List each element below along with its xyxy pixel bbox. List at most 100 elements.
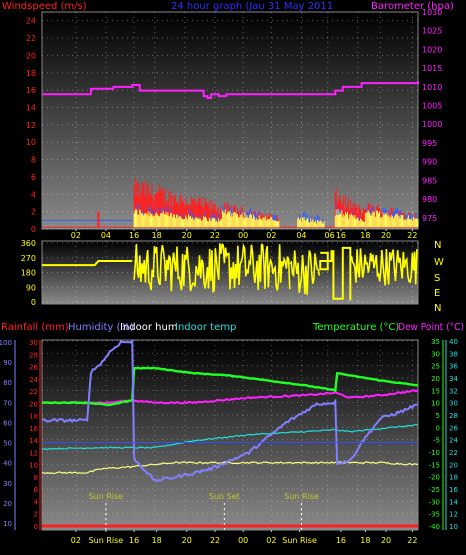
baro-tick-label: 985 bbox=[422, 176, 437, 185]
indoorhum-line bbox=[41, 461, 419, 475]
dewpoint-line bbox=[41, 389, 419, 405]
temp-tick-label: -10 bbox=[429, 449, 440, 457]
wind-time-label: 00 bbox=[238, 231, 248, 240]
indoor-temp-axis: 10 12 14 16 18 20 22 24 26 28 30 32 34 36 38 40 bbox=[445, 338, 458, 531]
baro-tick-label: 995 bbox=[422, 139, 437, 148]
rain-tick-label: 0 bbox=[34, 523, 38, 531]
wind-tick-label: 24 bbox=[26, 17, 36, 26]
wind-time-label: 04 bbox=[296, 231, 306, 240]
indoortemp-line bbox=[41, 423, 419, 451]
temp-tick-label: 30 bbox=[431, 350, 440, 358]
wind-tick-label: 20 bbox=[26, 51, 36, 60]
wind-time-label: 18 bbox=[360, 231, 370, 240]
temp-time-axis: 02 Sun Rise 16 18 20 22 00 02 Sun Rise 16 18 20 22 bbox=[71, 530, 417, 545]
dir-steady-line bbox=[42, 260, 133, 267]
temp-panel-bg bbox=[41, 339, 419, 531]
wind-tick-label: 2 bbox=[31, 208, 36, 217]
indoor-tick-label: 28 bbox=[449, 412, 458, 420]
temp-tick-label: 5 bbox=[436, 412, 440, 420]
wind-tick-label: 14 bbox=[26, 103, 36, 112]
dewpoint-label: Dew Point (°C) bbox=[398, 322, 464, 333]
indoor-tick-label: 18 bbox=[449, 474, 458, 482]
wind-tick-label: 12 bbox=[26, 121, 36, 130]
wind-time-label: 06 bbox=[325, 231, 335, 240]
humidity-axis: 10 20 30 40 50 60 70 80 90 100 bbox=[0, 339, 16, 530]
barometer-series bbox=[42, 81, 419, 100]
hum-tick-label: 10 bbox=[3, 520, 12, 528]
humidity-label: Humidity (%) bbox=[68, 322, 134, 333]
indoor-tick-label: 32 bbox=[449, 387, 458, 395]
direction-axis: 0 90 180 270 360 bbox=[21, 239, 36, 307]
hum-tick-label: 30 bbox=[3, 480, 12, 488]
indoor-tick-label: 12 bbox=[449, 511, 458, 519]
wind-tick-label: 10 bbox=[26, 138, 36, 147]
temp-tick-label: -40 bbox=[429, 523, 440, 531]
indoor-tick-label: 16 bbox=[449, 486, 458, 494]
baro-tick-label: 1005 bbox=[422, 102, 442, 111]
indoor-tick-label: 30 bbox=[449, 400, 458, 408]
wind-panel-bg bbox=[41, 11, 419, 230]
temp-time-label: 22 bbox=[407, 536, 417, 545]
rain-tick-label: 18 bbox=[29, 413, 38, 421]
dir-step-line bbox=[319, 246, 352, 301]
compass-label: E bbox=[434, 288, 440, 299]
dir-tick-label: 90 bbox=[26, 283, 36, 292]
temp-time-label: 16 bbox=[336, 536, 346, 545]
indoor-tick-label: 38 bbox=[449, 350, 458, 358]
wind-time-label: 02 bbox=[266, 231, 276, 240]
hum-tick-label: 20 bbox=[3, 500, 12, 508]
rain-tick-label: 8 bbox=[34, 474, 38, 482]
rain-tick-label: 6 bbox=[34, 486, 39, 494]
wind-time-label: 20 bbox=[381, 231, 391, 240]
hum-tick-label: 70 bbox=[3, 399, 12, 407]
baro-tick-label: 980 bbox=[422, 195, 437, 204]
indoor-tick-label: 24 bbox=[449, 437, 458, 445]
hum-tick-label: 60 bbox=[3, 419, 12, 427]
temp-tick-label: -15 bbox=[429, 461, 440, 469]
temp-tick-label: -5 bbox=[433, 437, 440, 445]
rain-tick-label: 22 bbox=[29, 388, 38, 396]
temperature-axis: -40 -35 -30 -25 -20 -15 -10 -5 0 5 10 15 20 25 30 35 bbox=[429, 338, 444, 531]
dir-tick-label: 180 bbox=[21, 269, 36, 278]
rain-tick-label: 2 bbox=[34, 511, 38, 519]
humidity-line bbox=[41, 338, 419, 483]
baro-tick-label: 1015 bbox=[422, 64, 442, 73]
rain-tick-label: 10 bbox=[29, 462, 38, 470]
baro-tick-label: 1010 bbox=[422, 83, 442, 92]
temp-time-label: 18 bbox=[360, 536, 370, 545]
compass-label: N bbox=[434, 240, 441, 251]
temp-tick-label: 10 bbox=[431, 400, 440, 408]
temp-time-label: 16 bbox=[129, 536, 139, 545]
indoor-tick-label: 22 bbox=[449, 449, 458, 457]
baro-tick-label: 1020 bbox=[422, 45, 442, 54]
temp-time-label: 02 bbox=[266, 536, 276, 545]
rain-tick-label: 4 bbox=[34, 498, 39, 506]
wind-time-label: 22 bbox=[407, 231, 417, 240]
rain-tick-label: 12 bbox=[29, 449, 38, 457]
wind-time-label: 02 bbox=[71, 231, 81, 240]
compass-label: N bbox=[434, 303, 441, 314]
compass-label: S bbox=[434, 273, 440, 284]
dir-noisy-line bbox=[133, 243, 291, 294]
temp-time-label: 02 bbox=[71, 536, 81, 545]
wind-time-label: 18 bbox=[152, 231, 162, 240]
dir-tick-label: 360 bbox=[21, 239, 36, 248]
temp-tick-label: -30 bbox=[429, 498, 440, 506]
temp-tick-label: -20 bbox=[429, 474, 440, 482]
indoor-tick-label: 40 bbox=[449, 338, 458, 346]
rain-tick-label: 30 bbox=[29, 339, 38, 347]
temp-tick-label: -35 bbox=[429, 511, 440, 519]
wind-tick-label: 16 bbox=[26, 86, 36, 95]
compass-label: W bbox=[434, 257, 444, 268]
hum-tick-label: 90 bbox=[3, 359, 12, 367]
dir-noisy-line bbox=[349, 248, 418, 286]
indoor-tick-label: 10 bbox=[449, 523, 458, 531]
rain-tick-label: 20 bbox=[29, 400, 38, 408]
wind-time-label: 16 bbox=[129, 231, 139, 240]
baro-tick-label: 1000 bbox=[422, 120, 442, 129]
wind-tick-label: 8 bbox=[31, 156, 36, 165]
sun-annotations: Sun Rise Sun Set Sun Rise bbox=[89, 492, 319, 530]
